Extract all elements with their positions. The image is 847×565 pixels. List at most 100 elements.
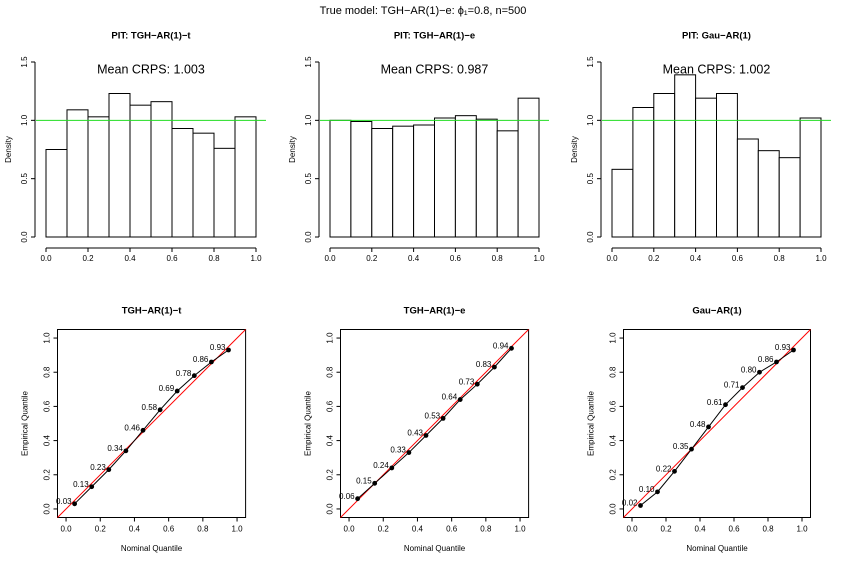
bar [454, 115, 477, 238]
data-label: 0.64 [442, 393, 458, 402]
point [689, 446, 694, 452]
data-label: 0.78 [176, 369, 192, 378]
data-label: 0.53 [425, 411, 441, 420]
point [774, 359, 779, 365]
data-label: 0.61 [707, 398, 723, 407]
x-tick-label: 0.0 [324, 254, 336, 263]
x-tick-label: 0.0 [343, 525, 355, 534]
data-label: 0.73 [459, 377, 475, 386]
y-tick-label: 0.4 [609, 434, 618, 446]
y-tick-label: 1.0 [304, 114, 313, 126]
data-label: 0.33 [390, 446, 406, 455]
bar [757, 150, 780, 238]
data-label: 0.86 [193, 355, 209, 364]
point [723, 402, 728, 408]
panel-title: PIT: Gau−AR(1) [682, 31, 751, 42]
point [372, 480, 378, 486]
y-axis-label: Empirical Quantile [21, 390, 30, 455]
bar [674, 74, 697, 238]
bar [350, 121, 373, 238]
y-tick-label: 0.8 [43, 366, 52, 378]
point [791, 347, 796, 353]
point [226, 347, 231, 353]
x-tick-label: 1.0 [250, 254, 262, 263]
panel-title: Gau−AR(1) [692, 306, 741, 317]
y-tick-label: 0.2 [609, 469, 618, 481]
point [209, 359, 214, 365]
x-tick-label: 0.0 [606, 254, 618, 263]
bar [213, 147, 236, 238]
bar [695, 97, 717, 238]
x-tick-label: 1.0 [231, 525, 243, 534]
y-tick-label: 1.0 [586, 114, 595, 126]
diagonal [57, 329, 246, 518]
bar [371, 128, 394, 238]
point [123, 448, 129, 454]
point [174, 388, 180, 394]
data-label: 0.69 [159, 384, 175, 393]
y-tick-label: 0.2 [43, 469, 52, 481]
x-tick-label: 0.2 [95, 525, 107, 534]
data-label: 0.58 [142, 403, 158, 412]
bar [799, 117, 822, 238]
bar [45, 149, 68, 238]
y-tick-label: 1.0 [326, 332, 335, 344]
data-label: 0.34 [107, 444, 123, 453]
x-tick-label: 0.0 [40, 254, 52, 263]
y-tick-label: 1.5 [20, 56, 29, 68]
x-tick-label: 0.2 [648, 254, 660, 263]
bar [475, 118, 498, 238]
data-label: 0.22 [656, 464, 672, 473]
point [655, 489, 660, 495]
annotation: Mean CRPS: 1.002 [663, 62, 771, 76]
bar [392, 125, 415, 238]
data-label: 0.93 [775, 343, 791, 352]
data-label: 0.35 [673, 442, 689, 451]
x-tick-label: 1.0 [514, 525, 526, 534]
x-tick-label: 0.8 [492, 254, 504, 263]
x-tick-label: 0.6 [728, 525, 740, 534]
panel-title: PIT: TGH−AR(1)−t [111, 31, 191, 42]
y-axis-label: Density [4, 136, 13, 163]
y-tick-label: 0.5 [20, 173, 29, 185]
line [357, 347, 512, 500]
x-tick-label: 0.6 [450, 254, 462, 263]
data-label: 0.83 [476, 360, 492, 369]
point [706, 424, 711, 430]
x-tick-label: 0.4 [124, 254, 136, 263]
x-tick-label: 0.0 [60, 525, 72, 534]
y-axis-label: Empirical Quantile [587, 390, 596, 455]
y-tick-label: 0.0 [326, 503, 335, 515]
x-tick-label: 1.0 [533, 254, 545, 263]
line [640, 349, 794, 506]
bar [413, 124, 436, 238]
bar [611, 168, 634, 238]
x-tick-label: 0.0 [626, 525, 638, 534]
x-tick-label: 0.8 [774, 254, 786, 263]
data-label: 0.71 [724, 381, 740, 390]
y-tick-label: 0.4 [326, 434, 335, 446]
y-tick-label: 0.8 [326, 366, 335, 378]
y-tick-label: 1.5 [304, 56, 313, 68]
y-tick-label: 0.0 [609, 503, 618, 515]
bar [150, 101, 173, 238]
x-tick-label: 0.2 [660, 525, 672, 534]
x-tick-label: 1.0 [796, 525, 808, 534]
y-tick-label: 0.0 [586, 231, 595, 243]
y-tick-label: 0.6 [43, 400, 52, 412]
bar [329, 119, 352, 238]
data-label: 0.46 [124, 423, 140, 432]
bar [632, 107, 655, 238]
bar [129, 104, 152, 238]
bar [716, 93, 738, 238]
x-tick-label: 0.2 [366, 254, 378, 263]
bar [653, 93, 676, 238]
x-tick-label: 0.4 [129, 525, 141, 534]
y-tick-label: 1.0 [20, 114, 29, 126]
bar [171, 128, 194, 238]
point [389, 465, 395, 471]
point [509, 345, 514, 351]
y-tick-label: 0.6 [609, 400, 618, 412]
data-label: 0.10 [639, 485, 655, 494]
data-label: 0.43 [407, 429, 423, 438]
